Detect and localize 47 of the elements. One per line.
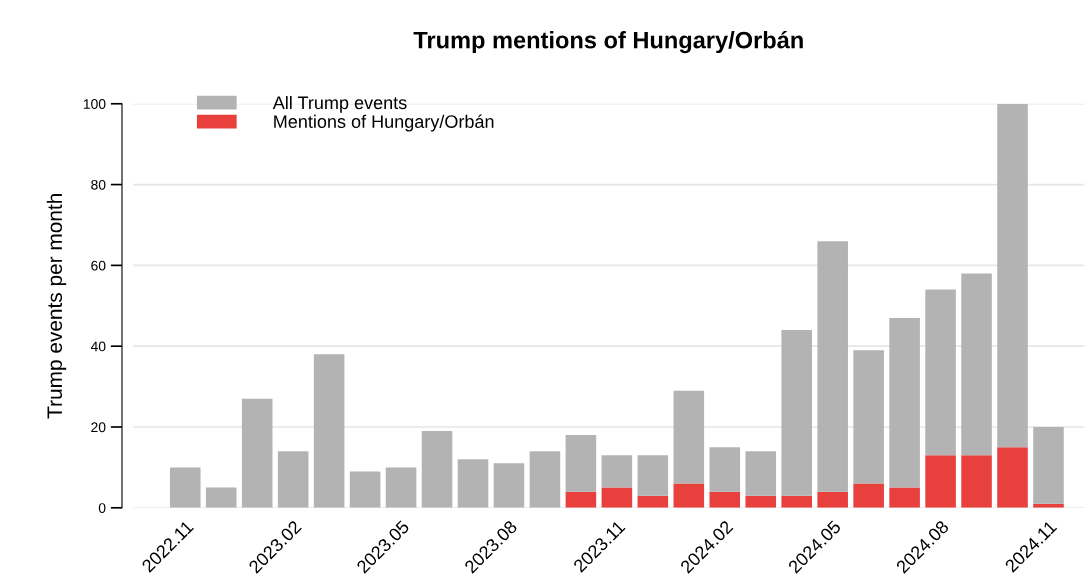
legend-label: Mentions of Hungary/Orbán <box>274 114 494 132</box>
bar <box>205 487 237 508</box>
bar <box>997 103 1028 448</box>
y-tick-label: 0 <box>98 503 106 513</box>
bar <box>673 483 705 508</box>
bar <box>961 455 992 508</box>
bar <box>601 487 633 508</box>
bar <box>817 241 848 492</box>
bar <box>745 451 777 496</box>
bar <box>421 431 453 508</box>
bar <box>925 455 956 508</box>
bar <box>1033 426 1064 504</box>
bar <box>529 451 561 508</box>
bar <box>241 398 273 508</box>
bar <box>853 483 884 508</box>
bar <box>709 447 741 492</box>
bar <box>925 289 956 456</box>
y-tick-label: 80 <box>91 179 106 190</box>
bar <box>565 435 597 492</box>
y-tick-label: 60 <box>91 260 106 271</box>
bar <box>637 455 669 496</box>
bar <box>673 390 705 484</box>
bar <box>709 491 741 508</box>
chart-title: Trump mentions of Hungary/Orbán <box>413 30 803 54</box>
bar <box>997 447 1028 508</box>
bar <box>565 491 597 508</box>
y-tick-label: 40 <box>90 341 106 352</box>
bar <box>781 330 812 496</box>
bar <box>961 273 992 456</box>
bar <box>313 354 345 508</box>
y-tick-label: 100 <box>83 99 106 109</box>
bar <box>601 455 633 488</box>
bar <box>277 451 309 508</box>
bar <box>889 487 920 508</box>
bar <box>349 471 381 508</box>
bar <box>889 317 920 488</box>
bar <box>169 467 201 508</box>
bar <box>853 350 884 484</box>
y-axis-title: Trump events per month <box>46 194 67 419</box>
bar <box>745 495 777 508</box>
legend-label: All Trump events <box>272 95 407 113</box>
bar <box>457 459 489 508</box>
y-tick-label: 20 <box>91 422 106 433</box>
bar <box>385 467 417 508</box>
bar <box>493 463 525 508</box>
bar <box>781 495 812 508</box>
bar <box>817 491 848 508</box>
